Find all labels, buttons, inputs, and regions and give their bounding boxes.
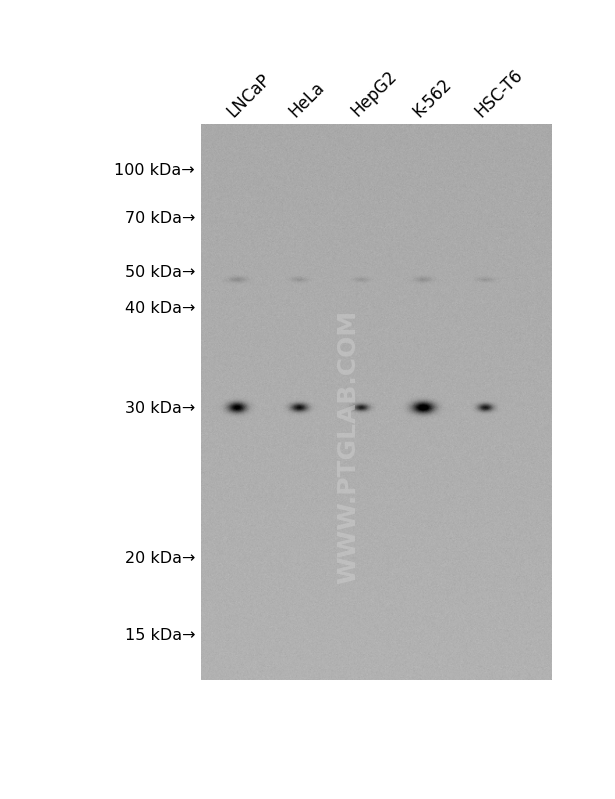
Text: HepG2: HepG2 <box>347 68 400 121</box>
Text: 40 kDa→: 40 kDa→ <box>125 300 195 316</box>
Text: HSC-T6: HSC-T6 <box>472 66 526 121</box>
Text: 30 kDa→: 30 kDa→ <box>125 401 195 416</box>
Text: 70 kDa→: 70 kDa→ <box>125 212 195 226</box>
Text: LNCaP: LNCaP <box>224 70 274 121</box>
Text: K-562: K-562 <box>410 75 455 121</box>
Text: 50 kDa→: 50 kDa→ <box>125 265 195 280</box>
Text: 100 kDa→: 100 kDa→ <box>114 164 195 178</box>
Text: HeLa: HeLa <box>286 78 328 121</box>
Text: 15 kDa→: 15 kDa→ <box>125 628 195 643</box>
Text: 20 kDa→: 20 kDa→ <box>125 551 195 566</box>
